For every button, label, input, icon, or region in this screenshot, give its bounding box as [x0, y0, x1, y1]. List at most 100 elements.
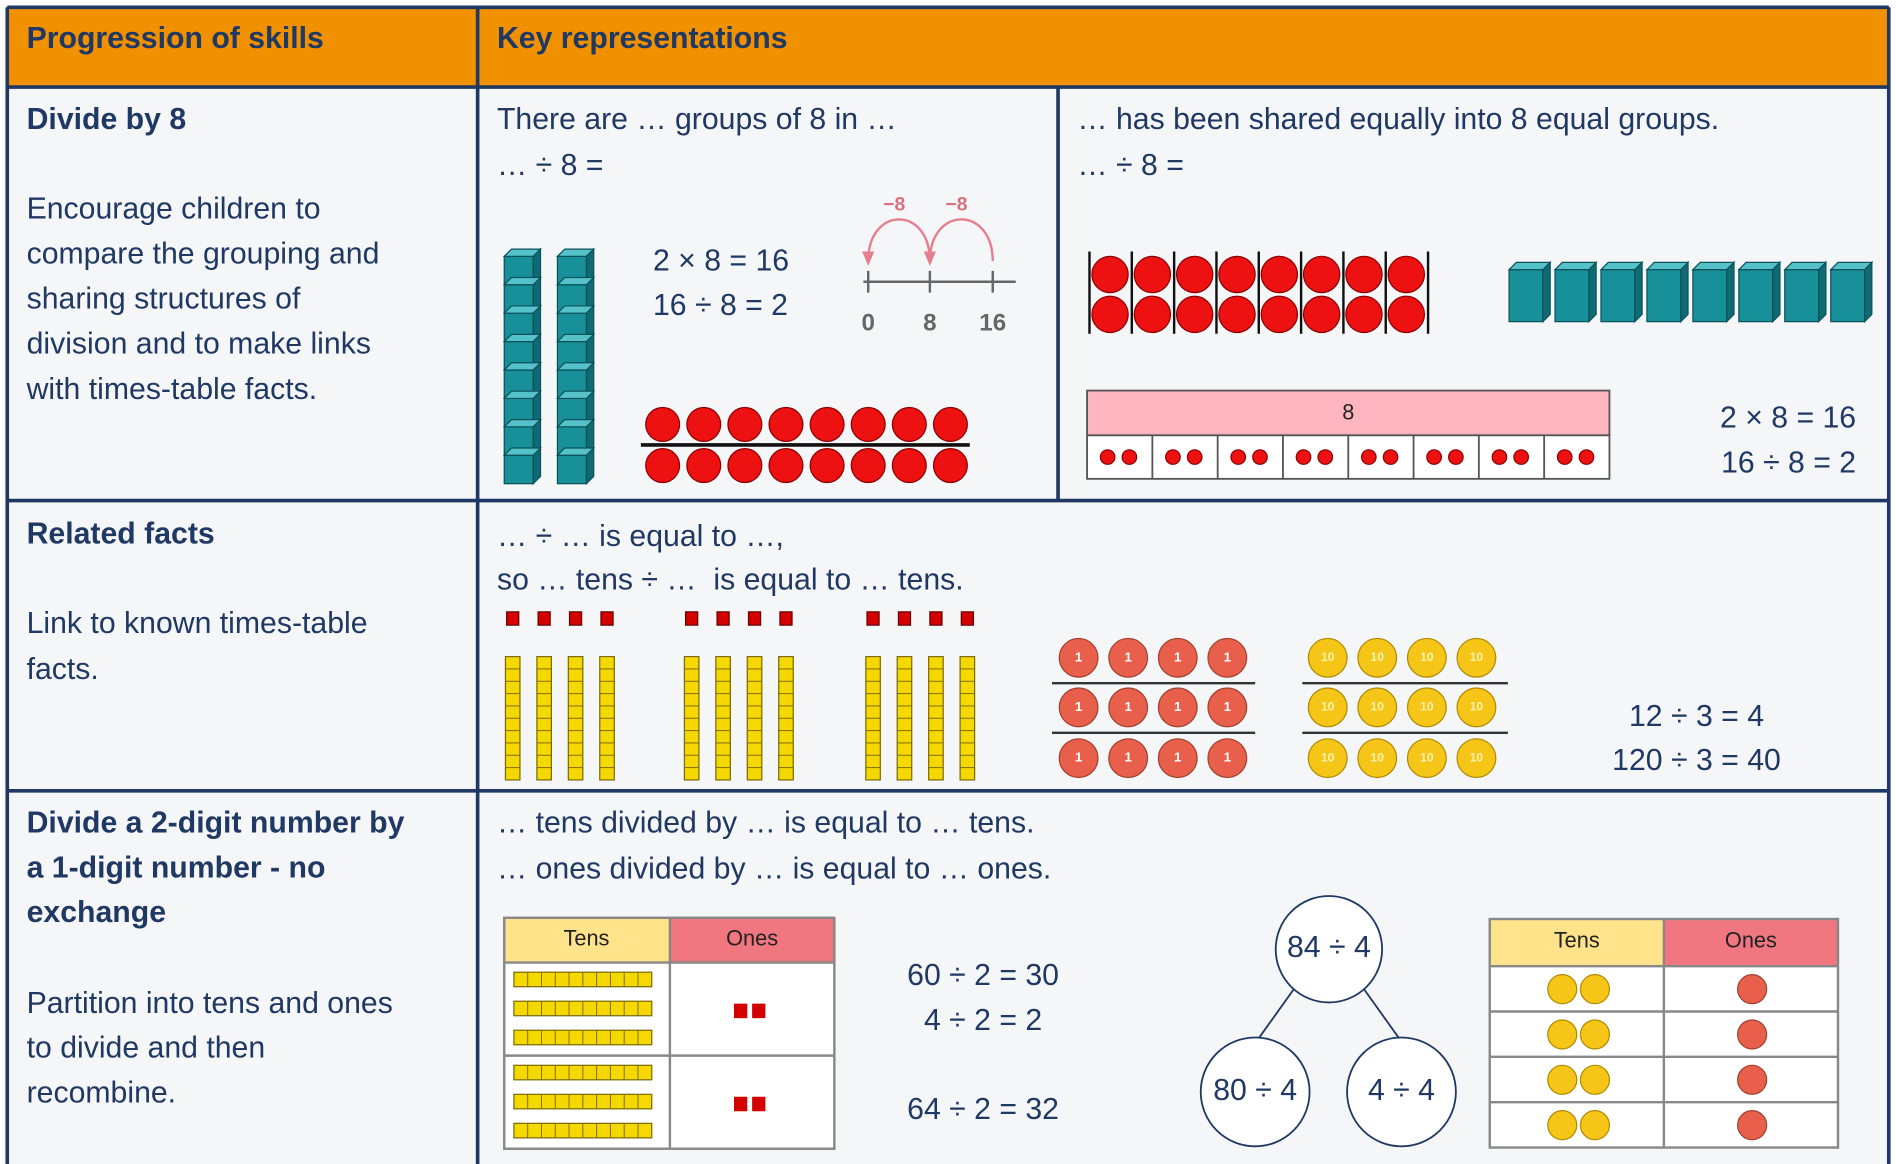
prompt: so … tens ÷ … is equal to … tens.: [497, 564, 964, 597]
ones-counter: [1207, 637, 1248, 678]
ones-counter: [1737, 1019, 1768, 1050]
counter: [1345, 255, 1383, 294]
counter: [1165, 449, 1181, 465]
skill-description: to divide and then: [27, 1032, 266, 1065]
equation: 60 ÷ 2 = 30: [907, 959, 1059, 992]
counter-label: 1: [1224, 649, 1232, 664]
tens-counter: [1456, 637, 1497, 678]
skill-title: exchange: [27, 896, 166, 929]
counter-label: 10: [1371, 700, 1385, 714]
counter: [850, 406, 886, 442]
counter-label: 10: [1470, 700, 1484, 714]
header-cell: Progression of skills: [27, 22, 324, 55]
tens-counter: [1357, 687, 1398, 728]
skill-description: with times-table facts.: [26, 373, 318, 406]
tens-counter: [1456, 738, 1497, 779]
counter: [1218, 255, 1256, 294]
counter: [1218, 295, 1256, 334]
ones-counter: [1108, 738, 1149, 779]
counter-label: 10: [1470, 750, 1484, 764]
cube-side: [1680, 260, 1689, 324]
part-whole-circle: [1346, 1036, 1457, 1148]
counter-label: 1: [1174, 649, 1182, 664]
ones-counter: [1737, 1064, 1768, 1095]
cube: [503, 454, 534, 485]
tens-counter: [1357, 637, 1398, 678]
jump-arrow: [862, 251, 875, 267]
counter-label: 1: [1224, 699, 1232, 714]
part-whole-link: [1256, 988, 1295, 1041]
counter-label: 1: [1124, 750, 1132, 765]
counter: [645, 406, 681, 442]
tens-counter: [1579, 1064, 1611, 1095]
table-header: [1489, 918, 1664, 967]
counter-label: 1: [1174, 750, 1182, 765]
prompt: … has been shared equally into 8 equal g…: [1077, 103, 1719, 136]
counter: [1491, 449, 1508, 465]
prompt: … ÷ 8 =: [497, 149, 603, 182]
counter-label: 10: [1470, 650, 1484, 664]
counter: [1133, 255, 1172, 294]
cube-side: [1772, 260, 1781, 324]
counter: [1295, 449, 1312, 465]
counter: [1091, 255, 1129, 294]
cube-side: [585, 446, 595, 486]
equation: 12 ÷ 3 = 4: [1629, 700, 1764, 733]
counter: [1578, 449, 1595, 465]
equation: 16 ÷ 8 = 2: [653, 289, 788, 322]
ones-counter: [1157, 687, 1198, 728]
ones-counter: [1207, 687, 1248, 728]
counter-label: 10: [1371, 650, 1385, 664]
ones-counter: [1058, 637, 1099, 678]
cube: [1784, 269, 1820, 323]
equation: 64 ÷ 2 = 32: [907, 1093, 1059, 1126]
skill-description: Encourage children to: [27, 192, 321, 225]
counter-label: 1: [1224, 750, 1232, 765]
table-heading: Ones: [726, 925, 778, 950]
tens-counter: [1406, 738, 1447, 779]
prompt: … ones divided by … is equal to … ones.: [497, 853, 1051, 886]
skill-description: facts.: [27, 653, 99, 686]
counter-label: 1: [1174, 699, 1182, 714]
jump-arc: [866, 218, 932, 262]
skill-description: sharing structures of: [27, 283, 301, 316]
counter: [645, 448, 681, 484]
counter-label: 10: [1321, 750, 1335, 764]
counter: [1260, 295, 1299, 334]
ones-counter: [1058, 738, 1099, 779]
counter: [1175, 255, 1214, 294]
tens-counter: [1579, 974, 1611, 1005]
counter: [1175, 295, 1214, 334]
counter: [932, 448, 968, 484]
counter: [1099, 449, 1116, 465]
equation: 16 ÷ 8 = 2: [1721, 446, 1856, 479]
tens-counter: [1456, 687, 1497, 728]
cube-side: [532, 446, 542, 486]
counter: [809, 406, 845, 442]
tens-counter: [1547, 1019, 1578, 1050]
counter: [1302, 255, 1341, 294]
table-heading: Tens: [563, 925, 609, 950]
counter: [1260, 255, 1299, 294]
equation: 4 ÷ 2 = 2: [924, 1004, 1042, 1037]
counter-label: 10: [1321, 650, 1335, 664]
equation: 2 × 8 = 16: [653, 244, 789, 277]
ones-cube: [866, 611, 880, 626]
ones-counter: [1157, 637, 1198, 678]
counter: [1426, 449, 1442, 465]
part-whole-text: 84 ÷ 4: [1287, 931, 1371, 964]
prompt: … ÷ … is equal to …,: [497, 520, 784, 553]
cube-side: [1863, 260, 1873, 324]
skill-title: Divide by 8: [27, 103, 187, 136]
cube: [556, 454, 588, 485]
counter-label: 1: [1075, 750, 1083, 765]
tens-counter: [1579, 1110, 1611, 1141]
cube: [1830, 269, 1866, 323]
tens-counter: [1547, 974, 1578, 1005]
counter-label: 1: [1075, 649, 1083, 664]
cube: [1508, 269, 1544, 323]
counter: [686, 448, 722, 484]
skill-description: recombine.: [27, 1076, 177, 1109]
tens-counter: [1547, 1064, 1578, 1095]
